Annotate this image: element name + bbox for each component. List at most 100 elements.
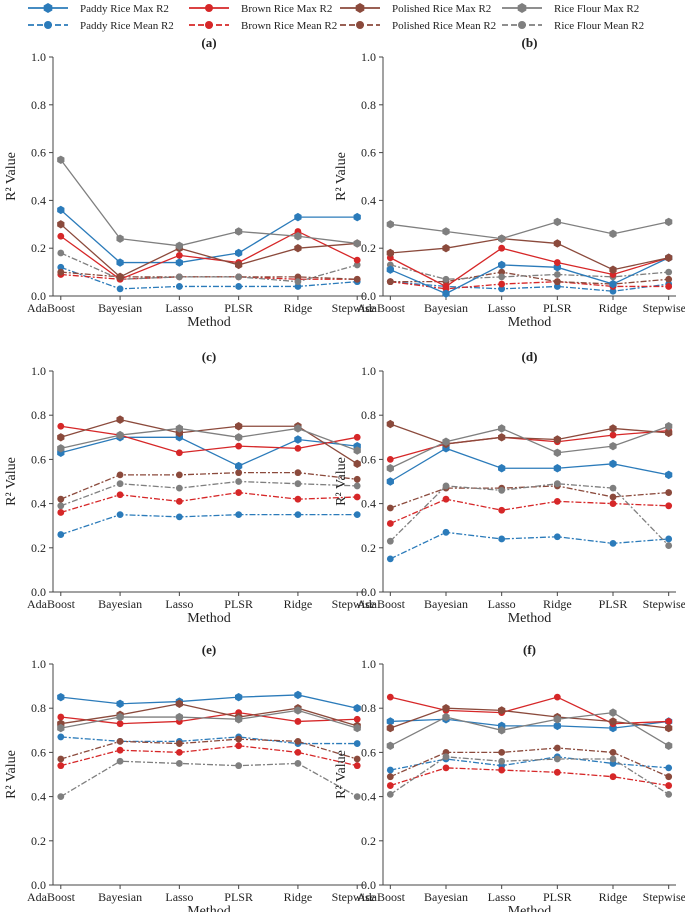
series-paddy-rice-mean-r2: [386, 528, 673, 563]
series-rice-flour-mean-r2: [57, 249, 361, 286]
data-point: [609, 441, 617, 451]
y-tick-label: 0.0: [361, 585, 376, 599]
data-point: [498, 749, 506, 756]
data-point: [353, 511, 361, 519]
x-axis-title: Method: [187, 611, 231, 626]
series-rice-flour-max-r2: [386, 422, 673, 473]
data-point: [353, 261, 361, 269]
series-line: [60, 223, 358, 278]
data-point: [353, 475, 361, 483]
series-line: [390, 247, 669, 288]
data-point: [665, 542, 673, 549]
data-point: [57, 793, 65, 800]
data-point: [175, 424, 183, 433]
legend-item-rice-flour-mean-r2: Rice Flour Mean R2: [502, 20, 644, 32]
data-point: [665, 723, 673, 733]
data-point: [353, 723, 361, 733]
data-point: [294, 749, 302, 756]
data-point: [386, 782, 394, 789]
series-line: [390, 485, 669, 509]
series-line: [60, 711, 358, 725]
series-line: [60, 266, 358, 290]
panel-label: (a): [201, 35, 216, 50]
y-tick-label: 0.8: [361, 408, 376, 422]
data-point: [665, 470, 673, 480]
data-point: [116, 471, 124, 479]
data-point: [175, 251, 183, 259]
y-tick-label: 0.6: [31, 452, 46, 466]
data-point: [294, 469, 302, 477]
series-polished-rice-max-r2: [386, 419, 673, 449]
data-point: [353, 433, 361, 441]
data-point: [116, 491, 124, 499]
x-tick-label: PLSR: [224, 890, 253, 904]
x-tick-label: Lasso: [488, 301, 516, 315]
data-point: [175, 449, 183, 457]
x-tick-label: AdaBoost: [357, 597, 406, 611]
x-tick-label: Stepwise: [332, 597, 375, 611]
data-point: [553, 464, 561, 473]
data-point: [442, 289, 450, 298]
series-line: [390, 257, 669, 295]
chart-panels: (a) 0.0 0.2 0.4 0.6 0.8 1.0 AdaBoost Bayesian Las…: [4, 35, 685, 912]
data-point: [57, 232, 65, 240]
x-tick-label: PLSR: [224, 301, 253, 315]
data-point: [553, 217, 561, 227]
data-point: [57, 531, 65, 538]
y-tick-label: 1.0: [361, 364, 376, 378]
data-point: [665, 422, 673, 431]
x-tick-label: PLSR: [599, 597, 628, 611]
data-point: [235, 511, 243, 519]
y-tick-label: 0.2: [361, 541, 376, 555]
data-point: [235, 442, 243, 450]
y-tick-label: 0.8: [31, 98, 46, 112]
data-point: [665, 268, 673, 276]
data-point: [235, 248, 243, 258]
data-point: [609, 287, 617, 295]
data-point: [609, 773, 617, 781]
data-point: [116, 415, 124, 424]
data-point: [116, 511, 124, 519]
data-point: [57, 733, 65, 741]
data-point: [353, 715, 361, 723]
series-rice-flour-mean-r2: [57, 757, 361, 800]
data-point: [294, 737, 302, 745]
x-tick-label: AdaBoost: [27, 597, 76, 611]
x-tick-label: Ridge: [543, 597, 572, 611]
x-tick-label: Stepwise: [643, 301, 685, 315]
series-polished-rice-mean-r2: [57, 735, 361, 763]
legend-label: Brown Rice Mean R2: [241, 20, 337, 32]
data-point: [442, 283, 450, 290]
series-rice-flour-max-r2: [57, 155, 361, 251]
chart-panel-d: (d) 0.0 0.2 0.4 0.6 0.8 1.0 AdaBoost Bayesian Las…: [334, 349, 685, 626]
data-point: [498, 268, 506, 276]
x-tick-label: Lasso: [488, 597, 516, 611]
data-point: [498, 280, 506, 288]
data-point: [553, 259, 561, 266]
legend-item-brown-rice-max-r2: Brown Rice Max R2: [189, 3, 332, 15]
y-tick-label: 0.4: [361, 790, 376, 804]
chart-panel-f: (f) 0.0 0.2 0.4 0.6 0.8 1.0 AdaBoost Bayesian Las…: [334, 642, 685, 912]
y-tick-label: 0.4: [361, 193, 376, 207]
data-point: [609, 459, 617, 469]
data-point: [235, 461, 243, 471]
data-point: [498, 260, 506, 270]
y-axis-title: R² Value: [334, 750, 349, 799]
data-point: [57, 444, 65, 453]
legend-marker: [517, 3, 527, 13]
series-line: [390, 430, 669, 461]
data-point: [498, 757, 506, 765]
legend-item-rice-flour-max-r2: Rice Flour Max R2: [502, 3, 639, 15]
data-point: [116, 720, 124, 728]
x-tick-label: Lasso: [488, 890, 516, 904]
chart-panel-e: (e) 0.0 0.2 0.4 0.6 0.8 1.0 AdaBoost Bayesian Las…: [4, 642, 375, 912]
x-tick-label: Bayesian: [424, 597, 468, 611]
data-point: [498, 285, 506, 293]
data-point: [609, 755, 617, 763]
x-tick-label: Stepwise: [643, 890, 685, 904]
data-point: [235, 762, 243, 770]
x-tick-label: AdaBoost: [357, 890, 406, 904]
data-point: [235, 742, 243, 750]
y-axis-title: R² Value: [4, 152, 19, 201]
